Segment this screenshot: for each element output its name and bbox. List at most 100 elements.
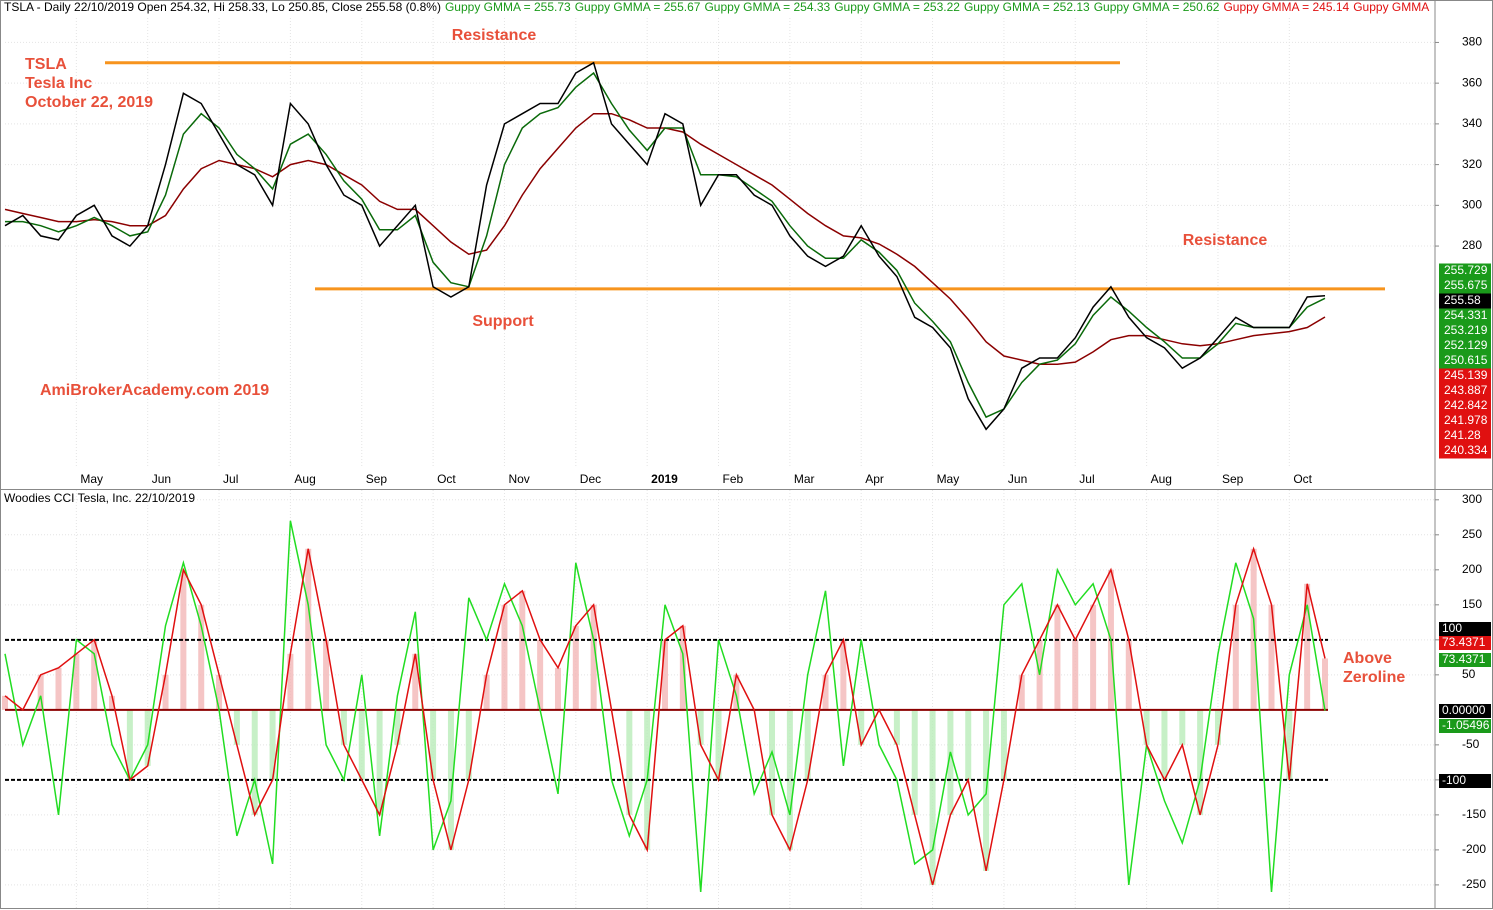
series-line: [4, 520, 1326, 892]
price-label: 241.28: [1444, 428, 1481, 442]
histogram-bar: [483, 674, 490, 710]
price-label-bg: [1439, 263, 1491, 279]
end-label-bg: [1439, 653, 1491, 667]
histogram-bar: [733, 674, 740, 710]
histogram-bar: [626, 709, 633, 815]
x-tick-label: Oct: [1293, 472, 1312, 486]
price-label: 253.219: [1444, 323, 1488, 337]
x-tick-label: 2019: [651, 472, 678, 486]
series-line: [4, 112, 1326, 365]
price-label-bg: [1439, 278, 1491, 294]
annotation: Tesla Inc: [25, 75, 92, 92]
y-tick-label: 320: [1462, 157, 1482, 171]
histogram-bar: [162, 674, 169, 710]
y-tick-label: -50: [1462, 737, 1480, 751]
price-label-bg: [1439, 413, 1491, 429]
histogram-bar: [126, 709, 133, 780]
histogram-bar: [858, 709, 865, 745]
histogram-bar: [1268, 604, 1275, 710]
series-line: [4, 61, 1326, 431]
x-tick-label: Jun: [152, 472, 171, 486]
annotation: TSLA: [25, 56, 67, 73]
histogram-bar: [1125, 639, 1132, 710]
histogram-bar: [715, 709, 722, 780]
histogram-bar: [1161, 709, 1168, 780]
histogram-bar: [1090, 604, 1097, 710]
series-line: [5, 71, 1326, 419]
histogram-bar: [73, 653, 80, 710]
y-tick-label: 250: [1462, 527, 1482, 541]
header-item: Guppy GMMA: [1353, 0, 1429, 14]
histogram-bar: [572, 625, 579, 710]
price-label: 245.139: [1444, 368, 1488, 382]
histogram-bar: [501, 604, 508, 710]
x-tick-label: Aug: [294, 472, 315, 486]
annotation: Zeroline: [1343, 669, 1405, 686]
annotation: Resistance: [1183, 232, 1268, 249]
series-line: [4, 546, 1326, 886]
histogram-bar: [822, 674, 829, 710]
histogram-bar: [1072, 639, 1079, 710]
price-label-bg: [1439, 443, 1491, 459]
histogram-bar: [893, 709, 900, 745]
histogram-bar: [1000, 709, 1007, 780]
price-label: 255.729: [1444, 263, 1488, 277]
histogram-bar: [465, 709, 472, 780]
histogram-bar: [947, 709, 954, 815]
histogram-bar: [287, 653, 294, 710]
price-label: 255.675: [1444, 278, 1488, 292]
x-tick-label: Aug: [1151, 472, 1172, 486]
y-tick-label: -150: [1462, 807, 1486, 821]
histogram-bar: [323, 639, 330, 710]
end-label-bg: [1439, 719, 1491, 733]
x-tick-label: Oct: [437, 472, 456, 486]
histogram-bar: [180, 569, 187, 710]
annotation: Resistance: [452, 27, 537, 44]
end-label: -1.05496: [1442, 718, 1490, 732]
header-item: Guppy GMMA = 255.73: [445, 0, 571, 14]
price-label-bg: [1439, 383, 1491, 399]
price-label-bg: [1439, 323, 1491, 339]
price-label-bg: [1439, 308, 1491, 324]
price-label-bg: [1439, 353, 1491, 369]
panel-title: Woodies CCI Tesla, Inc. 22/10/2019: [4, 491, 195, 505]
header-item: Guppy GMMA = 254.33: [704, 0, 830, 14]
histogram-bar: [358, 709, 365, 780]
end-label-bg: [1439, 636, 1491, 650]
histogram-bar: [233, 709, 240, 745]
header-item: Guppy GMMA = 253.22: [834, 0, 960, 14]
header-item: Guppy GMMA = 252.13: [964, 0, 1090, 14]
y-tick-label: 360: [1462, 75, 1482, 89]
histogram-bar: [1304, 583, 1311, 710]
x-tick-label: Sep: [366, 472, 388, 486]
end-label: 0.00000: [1442, 703, 1486, 717]
histogram-bar: [216, 674, 223, 710]
header: TSLA - Daily 22/10/2019 Open 254.32, Hi …: [4, 0, 1429, 14]
price-label: 255.58: [1444, 293, 1481, 307]
y-tick-label: -250: [1462, 877, 1486, 891]
histogram-bar: [1018, 674, 1025, 710]
histogram-bar: [929, 709, 936, 885]
x-tick-label: Nov: [508, 472, 529, 486]
y-tick-label: -200: [1462, 842, 1486, 856]
y-tick-label: 300: [1462, 492, 1482, 506]
histogram-bar: [269, 709, 276, 780]
histogram-bar: [55, 667, 62, 710]
y-tick-label: 340: [1462, 116, 1482, 130]
y-tick-label: 50: [1462, 667, 1476, 681]
x-tick-label: Feb: [723, 472, 744, 486]
x-tick-label: Apr: [865, 472, 884, 486]
header-item: Guppy GMMA = 250.62: [1094, 0, 1220, 14]
annotation: Above: [1343, 650, 1392, 667]
annotation: AmiBrokerAcademy.com 2019: [40, 382, 269, 399]
price-label: 250.615: [1444, 353, 1488, 367]
x-tick-label: Mar: [794, 472, 815, 486]
end-label-bg: [1439, 774, 1491, 788]
price-label: 252.129: [1444, 338, 1488, 352]
histogram-bar: [1214, 709, 1221, 745]
histogram-bar: [786, 709, 793, 850]
histogram-bar: [519, 590, 526, 710]
histogram-bar: [430, 709, 437, 780]
price-label: 241.978: [1444, 413, 1488, 427]
histogram-bar: [697, 709, 704, 745]
